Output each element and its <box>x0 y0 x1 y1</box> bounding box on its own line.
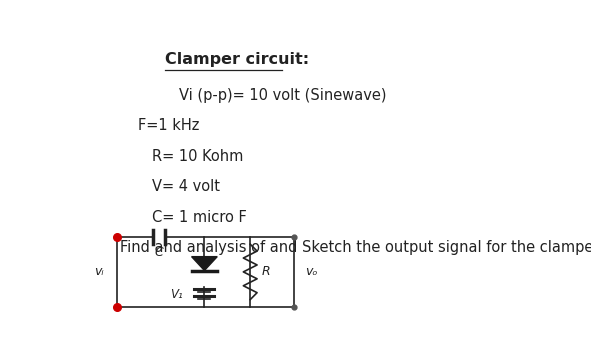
Text: C= 1 micro F: C= 1 micro F <box>152 210 246 225</box>
Text: F=1 kHz: F=1 kHz <box>138 118 199 133</box>
Text: vᵢ: vᵢ <box>94 265 104 278</box>
Text: R= 10 Kohm: R= 10 Kohm <box>152 149 243 163</box>
Text: Find and analysis of and Sketch the output signal for the clamper circuit.: Find and analysis of and Sketch the outp… <box>119 240 591 255</box>
Text: R: R <box>262 265 270 278</box>
Text: V₁: V₁ <box>170 288 183 301</box>
Text: V= 4 volt: V= 4 volt <box>152 179 220 194</box>
Text: C: C <box>154 246 163 260</box>
Polygon shape <box>191 257 217 270</box>
Text: Clamper circuit:: Clamper circuit: <box>165 51 310 67</box>
Text: Vi (p-p)= 10 volt (Sinewave): Vi (p-p)= 10 volt (Sinewave) <box>179 87 387 103</box>
Text: vₒ: vₒ <box>305 265 317 278</box>
